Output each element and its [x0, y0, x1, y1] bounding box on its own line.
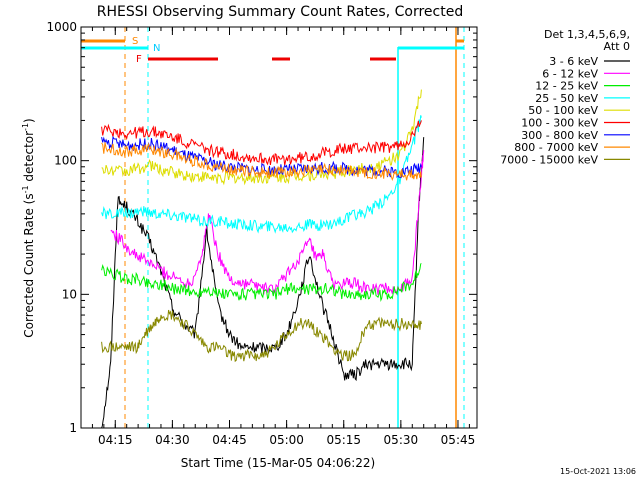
y-tick-label: 10 — [62, 287, 77, 301]
x-tick-label: 05:15 — [326, 433, 361, 447]
legend-label: 800 - 7000 keV — [514, 141, 598, 154]
legend-label: 6 - 12 keV — [542, 67, 598, 80]
series-line-8 — [101, 309, 422, 363]
x-axis-label: Start Time (15-Mar-05 04:06:22) — [181, 456, 375, 470]
legend-label: 25 - 50 keV — [535, 92, 598, 105]
x-tick-label: 05:30 — [384, 433, 419, 447]
series-line-7 — [101, 142, 422, 181]
background-overlays: S N F — [81, 27, 465, 428]
series-line-2 — [101, 263, 422, 303]
x-tick-label: 05:45 — [441, 433, 476, 447]
y-tick-label: 1 — [69, 421, 77, 435]
legend-label: 7000 - 15000 keV — [500, 153, 598, 166]
series-layer — [101, 89, 425, 429]
y-axis-label-main: Corrected Count Rate (s — [22, 193, 36, 337]
x-tick-label: 04:45 — [212, 433, 247, 447]
y-axis-label-mid: detector — [22, 131, 36, 186]
y-axis-label: Corrected Count Rate (s-1 detector-1) — [21, 118, 36, 337]
y-axis: 1 10 100 1000 — [46, 20, 477, 435]
legend-label: 50 - 100 keV — [528, 104, 598, 117]
legend-header-line2: Att 0 — [604, 40, 630, 53]
y-tick-label: 100 — [54, 154, 77, 168]
footer-timestamp: 15-Oct-2021 13:06 — [560, 467, 636, 476]
x-axis: 04:15 04:30 04:45 05:00 05:15 05:30 05:45 — [80, 27, 476, 447]
legend-label: 300 - 800 keV — [521, 129, 598, 142]
plot-frame — [80, 26, 478, 429]
x-tick-label: 04:30 — [155, 433, 190, 447]
series-line-6 — [101, 135, 422, 179]
series-line-4 — [101, 89, 422, 186]
legend-header-line1: Det 1,3,4,5,6,9, — [544, 28, 630, 41]
legend-label: 12 - 25 keV — [535, 80, 598, 93]
chart-title: RHESSI Observing Summary Count Rates, Co… — [97, 4, 463, 20]
s-flag-label: S — [132, 36, 138, 47]
series-line-5 — [101, 120, 422, 166]
x-tick-label: 05:00 — [269, 433, 304, 447]
y-axis-label-sup1: -1 — [21, 185, 30, 193]
legend-label: 100 - 300 keV — [521, 117, 598, 130]
y-axis-label-sup2: -1 — [21, 123, 30, 131]
series-line-0 — [101, 137, 425, 429]
y-tick-label: 1000 — [46, 20, 77, 34]
y-axis-label-end: ) — [22, 118, 36, 123]
legend-label: 3 - 6 keV — [549, 55, 598, 68]
x-tick-label: 04:15 — [98, 433, 133, 447]
series-line-3 — [101, 115, 422, 234]
f-flag-label: F — [136, 54, 142, 65]
n-flag-label: N — [153, 43, 160, 54]
